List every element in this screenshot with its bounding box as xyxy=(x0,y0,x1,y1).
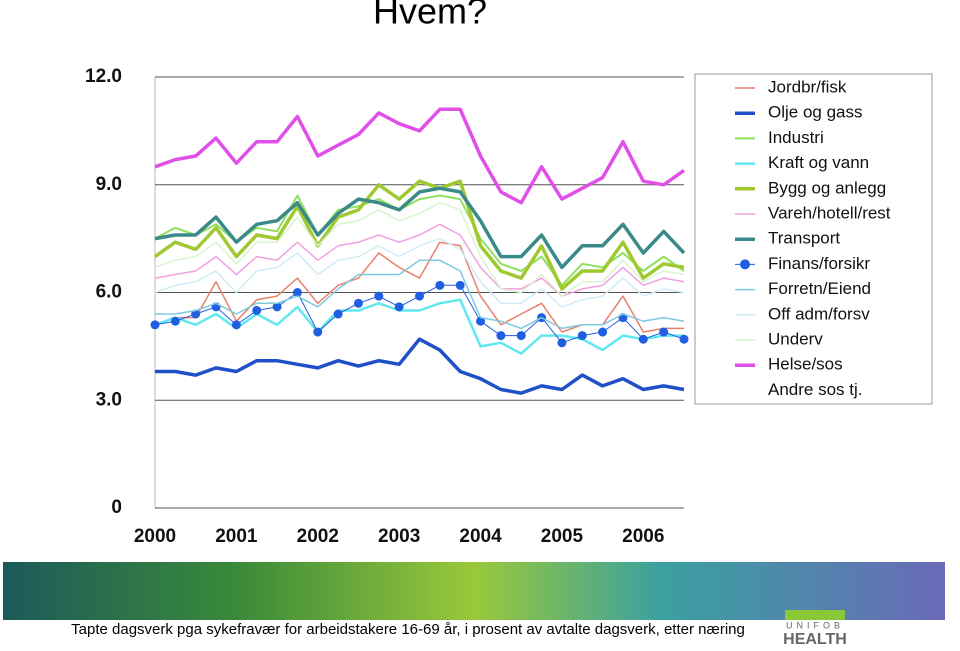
series-line xyxy=(155,337,685,395)
legend-label: Off adm/forsv xyxy=(768,304,870,323)
legend-label: Helse/sos xyxy=(768,355,843,374)
series-line xyxy=(154,107,686,205)
series-marker xyxy=(659,327,669,337)
series-marker xyxy=(231,320,241,330)
series-marker xyxy=(292,288,302,297)
x-tick-label: 2005 xyxy=(541,526,584,547)
legend-box xyxy=(694,73,933,405)
x-tick-label: 2001 xyxy=(215,526,258,547)
series-line xyxy=(154,186,686,270)
series-marker xyxy=(476,316,486,326)
legend-label: Finans/forsikr xyxy=(768,254,870,273)
legend-label: Industri xyxy=(768,128,824,147)
series-marker xyxy=(598,327,608,337)
series-line xyxy=(155,259,685,330)
series-line xyxy=(154,237,685,308)
x-tick-label: 2006 xyxy=(622,526,664,547)
series-marker xyxy=(150,320,160,330)
series-marker xyxy=(577,331,587,341)
x-tick-label: 2003 xyxy=(378,526,420,547)
series-line xyxy=(153,179,685,291)
legend-label: Kraft og vann xyxy=(768,153,869,172)
legend-marker xyxy=(740,259,750,270)
series-marker xyxy=(516,331,526,341)
legend-label: Jordbr/fisk xyxy=(768,77,847,96)
logo-mark xyxy=(785,610,845,620)
series-marker xyxy=(394,302,404,312)
series-marker xyxy=(374,291,384,301)
series-marker xyxy=(191,309,201,319)
series-marker xyxy=(679,334,689,344)
y-tick-label: 6.0 xyxy=(96,282,122,303)
series-line xyxy=(154,223,685,297)
logo-top: UNIFOB xyxy=(786,620,844,630)
series-marker xyxy=(496,331,506,341)
x-tick-label: 2004 xyxy=(459,526,502,547)
y-tick-label: 9.0 xyxy=(96,174,122,195)
legend-label: Bygg og anlegg xyxy=(768,178,886,197)
x-tick-label: 2000 xyxy=(134,526,176,547)
series-line xyxy=(154,298,684,355)
logo-bottom: HEALTH xyxy=(783,631,847,648)
y-tick-label: 3.0 xyxy=(96,389,122,410)
y-tick-label: 12.0 xyxy=(85,66,122,87)
series-marker xyxy=(170,316,180,326)
series-marker xyxy=(313,327,323,337)
series-marker xyxy=(333,309,343,319)
chart-title: Hvem? xyxy=(373,0,487,32)
series-marker xyxy=(252,305,262,315)
series-marker xyxy=(638,334,648,344)
legend-label: Forretn/Eiend xyxy=(768,279,871,298)
caption: Tapte dagsverk pga sykefravær for arbeid… xyxy=(71,621,745,638)
series-marker xyxy=(272,302,282,312)
series-marker xyxy=(455,280,465,290)
series-line xyxy=(154,201,685,297)
legend-label: Andre sos tj. xyxy=(768,380,863,399)
legend-label: Underv xyxy=(768,329,823,348)
x-tick-label: 2002 xyxy=(297,526,339,547)
y-tick-label: 0 xyxy=(111,497,122,518)
legend-label: Olje og gass xyxy=(768,103,863,122)
series-marker xyxy=(353,298,363,308)
legend-label: Transport xyxy=(768,229,840,248)
series-marker xyxy=(415,291,424,301)
series-marker xyxy=(557,338,567,348)
legend-label: Vareh/hotell/rest xyxy=(768,203,891,222)
series-marker xyxy=(435,280,445,290)
